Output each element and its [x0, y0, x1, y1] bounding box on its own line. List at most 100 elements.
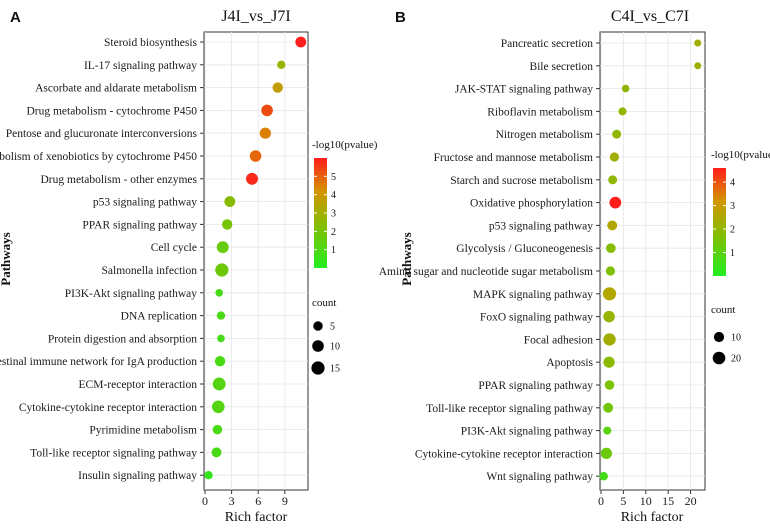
- size-legend-label: 5: [330, 322, 335, 333]
- size-legend-label: 20: [731, 354, 741, 365]
- data-point: [621, 84, 630, 93]
- panel-b-legend: -log10(pvalue) 1 2 3 4 count 10 20: [711, 149, 770, 365]
- pathway-label: Starch and sucrose metabolism: [450, 175, 593, 187]
- panel-a-colorbar-ticks: 1 2 3 4 5: [314, 172, 336, 256]
- pathway-label: Cell cycle: [151, 242, 197, 254]
- data-point: [216, 311, 226, 320]
- pathway-label: Pyrimidine metabolism: [89, 425, 197, 437]
- panel-b-title: C4I_vs_C7I: [611, 8, 689, 25]
- data-point: [612, 129, 622, 139]
- panel-b-size-legend: 10 20: [712, 331, 741, 365]
- pathway-label: Pancreatic secretion: [501, 38, 594, 50]
- data-point: [694, 39, 702, 47]
- data-point: [212, 377, 226, 391]
- pathway-label: FoxO signaling pathway: [480, 312, 593, 324]
- data-point: [259, 127, 271, 139]
- pathway-label: PI3K-Akt signaling pathway: [461, 426, 593, 438]
- pathway-label: Intestinal immune network for IgA produc…: [0, 356, 197, 368]
- panel-a-title: J4I_vs_J7I: [221, 8, 290, 25]
- pathway-label: Oxidative phosphorylation: [470, 198, 593, 210]
- pathway-label: Insulin signaling pathway: [78, 470, 197, 482]
- panel-a-plot-area: [203, 31, 309, 491]
- pathway-label: MAPK signaling pathway: [473, 289, 593, 301]
- panel-b-label: B: [395, 9, 406, 26]
- pathway-label: Toll-like receptor signaling pathway: [30, 447, 197, 459]
- size-legend-dot: [313, 321, 323, 331]
- data-point: [212, 400, 225, 414]
- panel-a-color-legend-title: -log10(pvalue): [312, 139, 378, 151]
- data-point: [605, 266, 616, 276]
- panel-a-points: [204, 36, 307, 480]
- pathway-label: Protein digestion and absorption: [48, 333, 197, 345]
- data-point: [277, 60, 286, 69]
- data-point: [609, 196, 622, 209]
- panel-a-y-labels: Steroid biosynthesis IL-17 signaling path…: [0, 37, 204, 482]
- panel-b-colorbar: [713, 168, 726, 276]
- size-legend-label: 10: [330, 342, 340, 353]
- pathway-label: Metabolism of xenobiotics by cytochrome …: [0, 151, 197, 163]
- size-legend-label: 10: [731, 333, 741, 344]
- data-point: [608, 175, 618, 185]
- data-point: [603, 356, 615, 368]
- pathway-label: p53 signaling pathway: [93, 197, 197, 209]
- x-tick-label: 15: [662, 494, 674, 508]
- colorbar-tick-label: 1: [730, 248, 735, 259]
- panel-a-y-axis-title: Pathways: [0, 232, 13, 285]
- panel-a-label: A: [10, 9, 21, 26]
- size-legend-dot: [713, 331, 725, 343]
- pathway-label: Glycolysis / Gluconeogenesis: [456, 243, 593, 255]
- data-point: [694, 62, 702, 70]
- panel-a-size-legend: 5 10 15: [311, 321, 340, 375]
- colorbar-tick-label: 1: [331, 245, 336, 256]
- data-point: [607, 220, 618, 231]
- data-point: [604, 380, 615, 390]
- data-point: [295, 36, 307, 48]
- colorbar-tick-label: 5: [331, 172, 336, 183]
- data-point: [603, 402, 614, 413]
- panel-b-x-axis-title: Rich factor: [621, 510, 684, 525]
- panel-b-plot-area: [599, 31, 706, 491]
- pathway-label: Cytokine-cytokine receptor interaction: [19, 402, 197, 414]
- pathway-label: p53 signaling pathway: [489, 220, 593, 232]
- pathway-label: Apoptosis: [546, 357, 593, 369]
- pathway-label: Drug metabolism - cytochrome P450: [26, 105, 197, 117]
- x-tick-label: 0: [202, 494, 208, 508]
- data-point: [599, 471, 608, 481]
- colorbar-tick-label: 2: [730, 225, 735, 236]
- panel-b-x-ticks: 0 5 10 15 20: [598, 490, 697, 508]
- data-point: [600, 447, 613, 460]
- pathway-label: Amino sugar and nucleotide sugar metabol…: [379, 266, 593, 278]
- panel-b-size-legend-title: count: [711, 304, 735, 316]
- colorbar-tick-label: 2: [331, 227, 336, 238]
- size-legend-dot: [312, 340, 324, 352]
- data-point: [249, 150, 262, 162]
- colorbar-tick-label: 4: [331, 190, 336, 201]
- panel-b: B C4I_vs_C7I Pancreatic secretion Bile se…: [379, 8, 770, 525]
- panel-b-colorbar-ticks: 1 2 3 4: [713, 178, 735, 259]
- pathway-label: Bile secretion: [529, 61, 593, 73]
- panel-b-color-legend-title: -log10(pvalue): [711, 149, 770, 161]
- pathway-label: PPAR signaling pathway: [478, 380, 593, 392]
- data-point: [215, 288, 223, 297]
- data-point: [204, 471, 213, 480]
- colorbar-tick-label: 3: [730, 201, 735, 212]
- pathway-label: Fructose and mannose metabolism: [434, 152, 593, 164]
- pathway-label: Cytokine-cytokine receptor interaction: [415, 448, 593, 460]
- x-tick-label: 5: [620, 494, 626, 508]
- pathway-label: PI3K-Akt signaling pathway: [65, 288, 197, 300]
- data-point: [603, 333, 616, 346]
- data-point: [212, 424, 223, 435]
- panel-a-size-legend-title: count: [312, 297, 336, 309]
- pathway-label: Riboflavin metabolism: [487, 106, 593, 118]
- data-point: [246, 172, 258, 185]
- pathway-label: Wnt signaling pathway: [486, 471, 593, 483]
- pathway-label: PPAR signaling pathway: [82, 219, 197, 231]
- pathway-label: DNA replication: [121, 311, 198, 323]
- pathway-label: Steroid biosynthesis: [104, 37, 197, 49]
- data-point: [224, 196, 236, 208]
- data-point: [606, 243, 616, 253]
- size-legend-dot: [311, 361, 325, 375]
- data-point: [214, 355, 226, 367]
- pathway-label: Salmonella infection: [102, 265, 198, 277]
- panel-a: A J4I_vs_J7I Steroid biosynthesis IL-17 s…: [0, 8, 378, 525]
